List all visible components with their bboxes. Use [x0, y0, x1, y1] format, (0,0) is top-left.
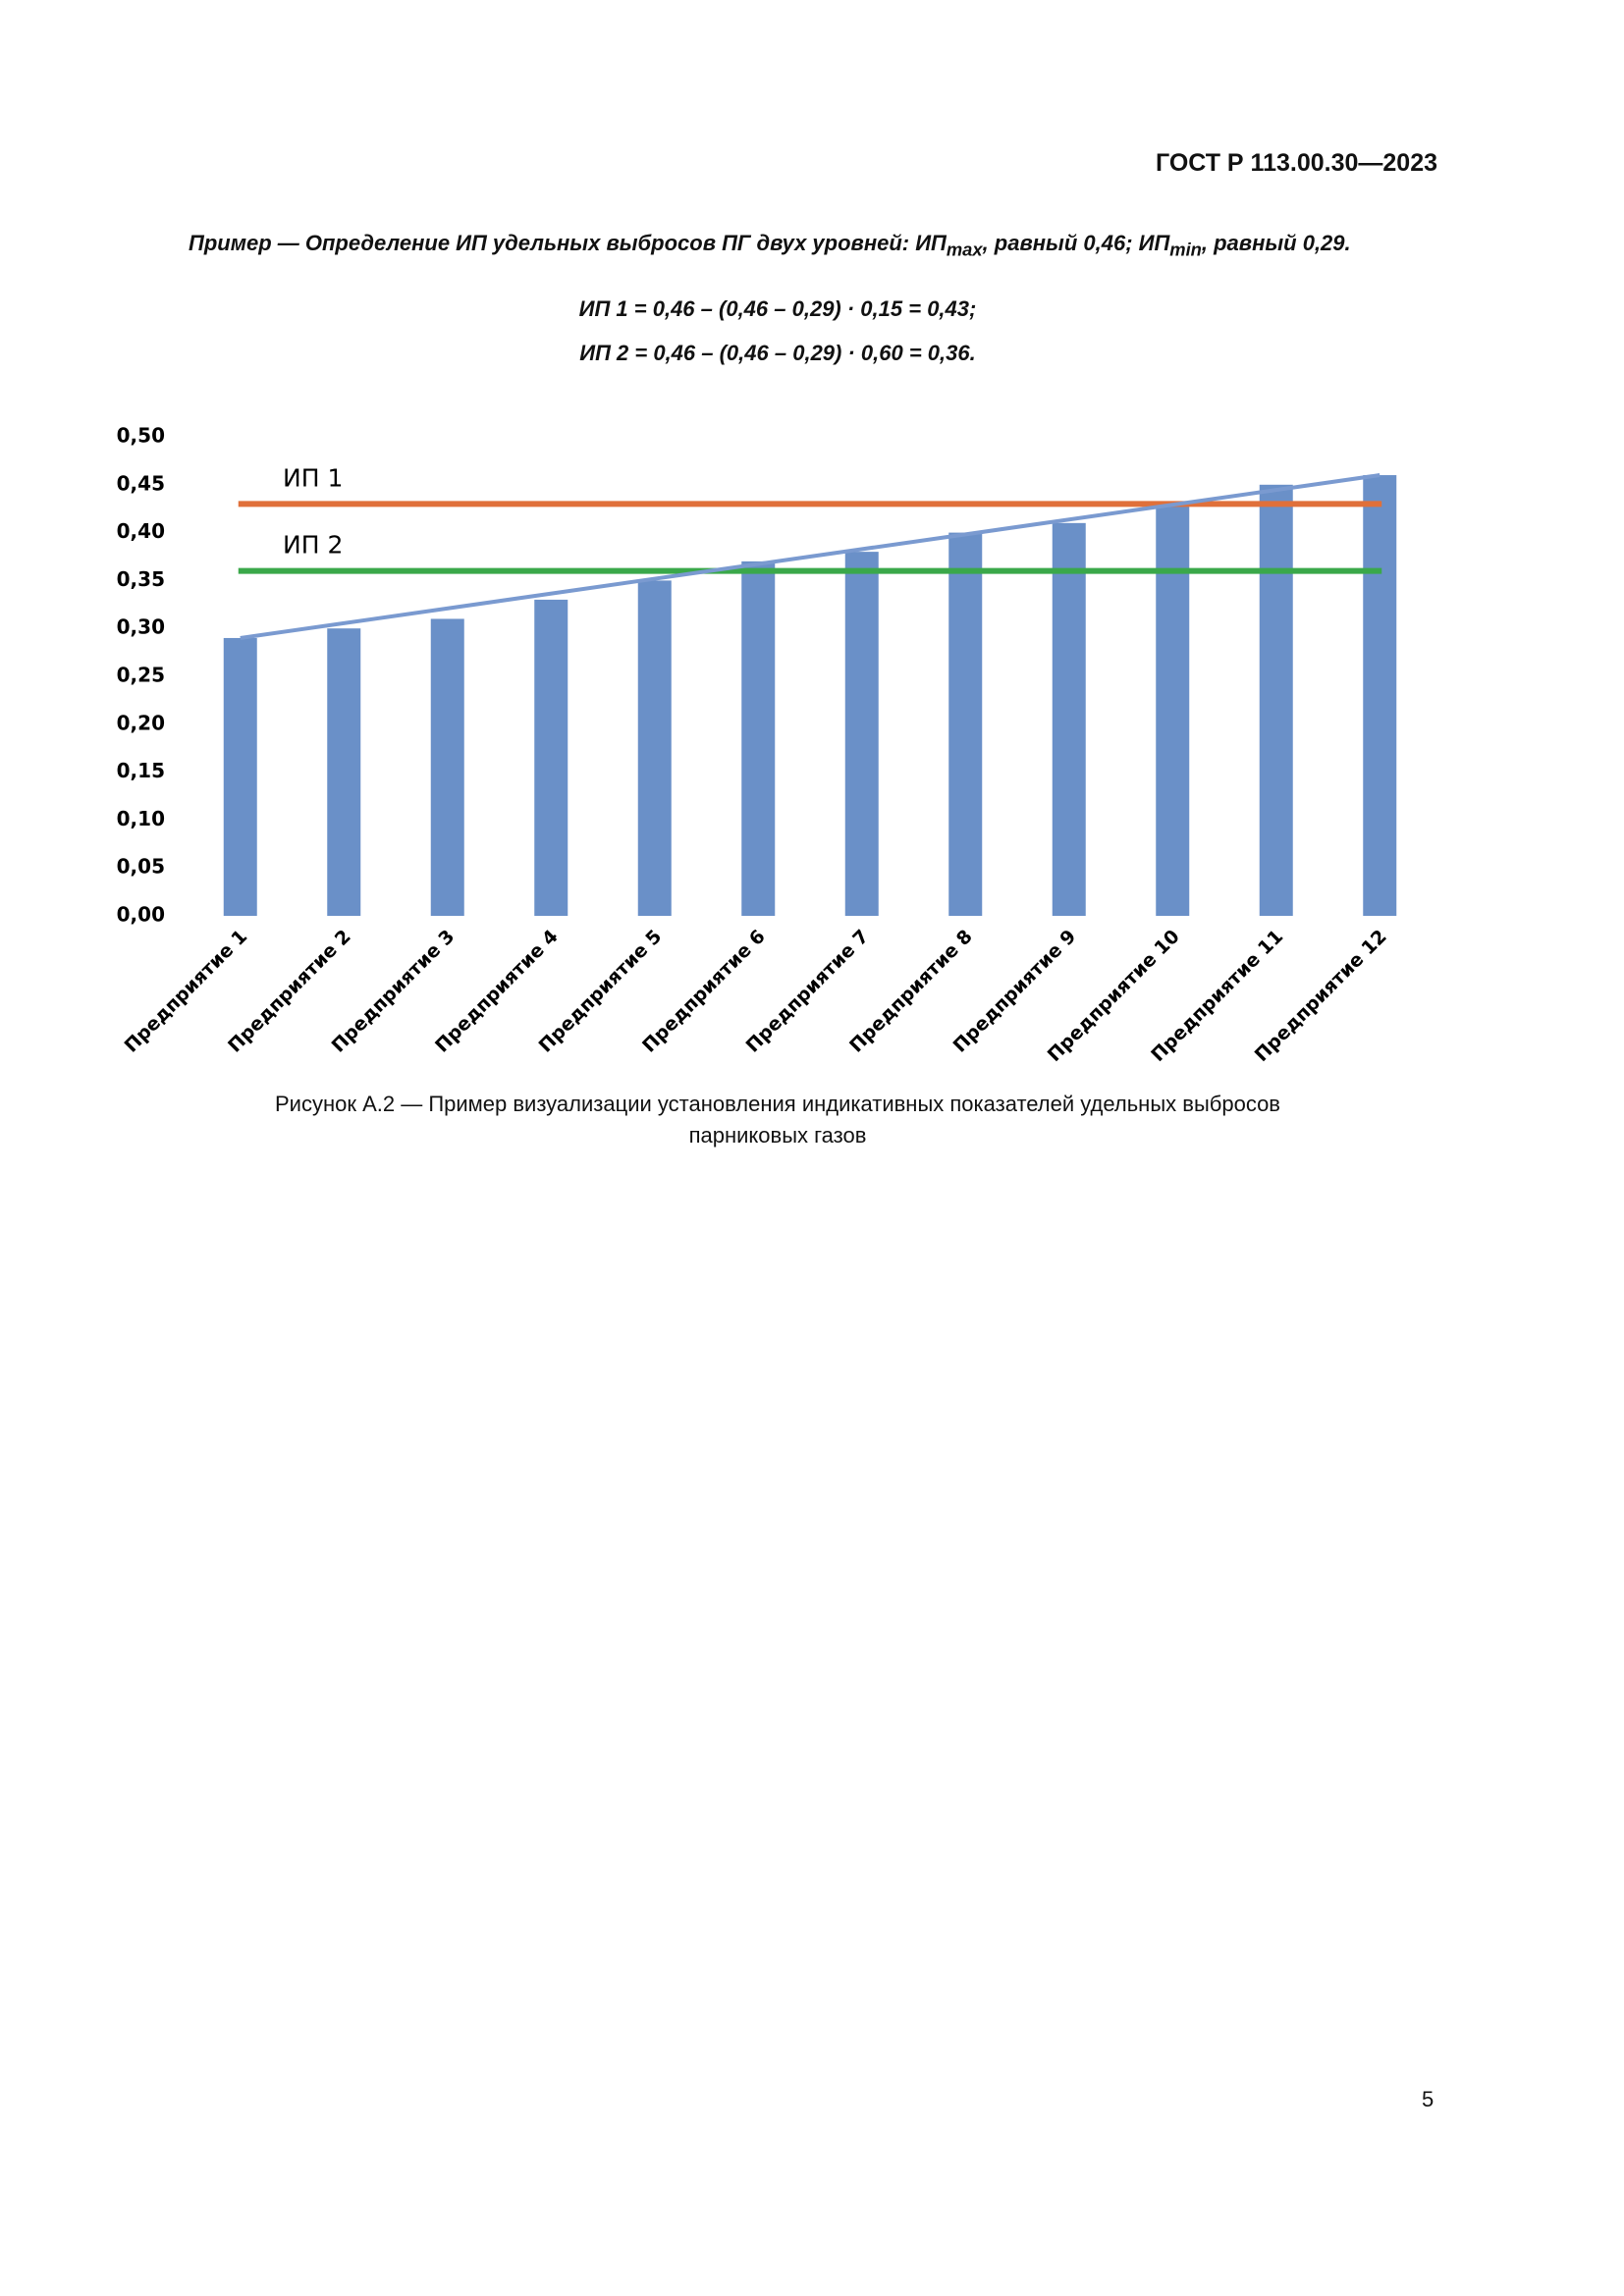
y-tick-label: 0,30	[117, 615, 165, 639]
bar	[430, 618, 464, 916]
y-tick-label: 0,45	[117, 471, 165, 495]
bar	[637, 580, 672, 916]
page-number: 5	[1422, 2087, 1435, 2111]
caption: Рисунок А.2 — Пример визуализации устано…	[274, 1092, 1280, 1116]
bar	[948, 532, 983, 916]
bar	[1156, 504, 1190, 916]
formula: ИП 1 = 0,46 – (0,46 – 0,29) · 0,15 = 0,4…	[578, 296, 977, 321]
y-tick-label: 0,20	[117, 711, 165, 734]
y-tick-label: 0,10	[117, 807, 165, 830]
bar	[534, 599, 568, 916]
y-tick-label: 0,35	[117, 567, 165, 591]
bar	[327, 628, 361, 916]
bar	[1052, 522, 1086, 916]
bar	[223, 637, 257, 916]
bar	[844, 552, 879, 916]
y-tick-label: 0,50	[117, 424, 165, 448]
trend-line	[240, 473, 1380, 640]
subscript: max	[946, 239, 983, 260]
bar	[741, 561, 776, 916]
chart: 0,00 0,05 0,10 0,15 0,20 0,25 0,30 0,35 0,40 0,45…	[117, 424, 1397, 1066]
example-text-part: , равный 0,46; ИП	[982, 231, 1170, 255]
header-title: ГОСТ Р 113.00.30—2023	[1155, 149, 1437, 177]
y-tick-label: 0,25	[117, 664, 165, 687]
y-tick-label: 0,40	[117, 519, 165, 543]
formula: ИП 2 = 0,46 – (0,46 – 0,29) · 0,60 = 0,3…	[579, 341, 976, 365]
reference-label: ИП 2	[283, 531, 343, 560]
example-text-part: Пример — Определение ИП удельных выбросо…	[189, 231, 947, 255]
y-tick-label: 0,05	[117, 855, 165, 879]
y-tick-label: 0,00	[117, 903, 165, 927]
example-text: Пример — Определение ИП удельных выбросо…	[118, 228, 1437, 264]
y-tick-label: 0,15	[117, 759, 165, 782]
subscript: min	[1169, 239, 1202, 260]
caption: парниковых газов	[688, 1123, 867, 1148]
bar	[1259, 484, 1293, 916]
example-text-part: , равный 0,29.	[1201, 231, 1351, 255]
reference-label: ИП 1	[283, 463, 343, 492]
bar	[1363, 475, 1397, 916]
